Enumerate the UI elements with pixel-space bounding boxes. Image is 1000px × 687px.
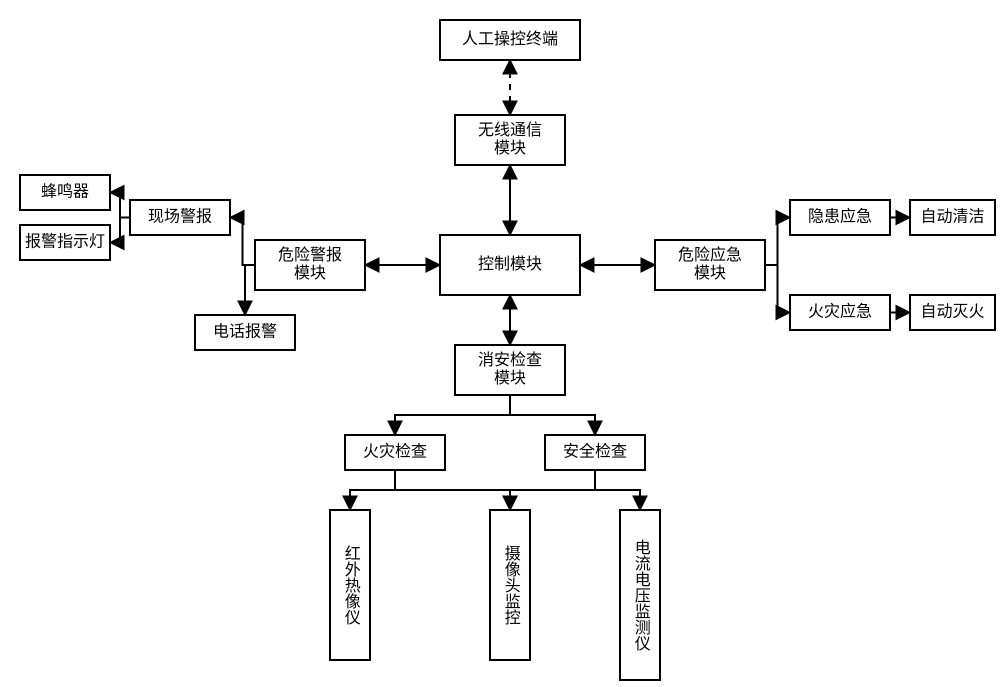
edge-alarm_mod-scene_alarm bbox=[230, 218, 255, 266]
node-alarm_light: 报警指示灯 bbox=[20, 225, 110, 260]
node-auto_ext: 自动灭火 bbox=[910, 295, 995, 330]
edge-emerg_mod-hidden_emerg bbox=[765, 218, 790, 266]
edge-safety_check-safe_check bbox=[510, 395, 595, 435]
node-label: 电流电压监测仪 bbox=[632, 539, 651, 651]
node-label: 模块 bbox=[494, 139, 526, 157]
node-label: 自动清洁 bbox=[920, 208, 984, 226]
node-label: 模块 bbox=[694, 264, 726, 282]
node-label: 模块 bbox=[494, 369, 526, 387]
node-label: 危险警报 bbox=[278, 246, 342, 264]
node-label: 自动灭火 bbox=[920, 303, 984, 321]
node-cv_monitor: 电流电压监测仪 bbox=[620, 510, 660, 680]
edge-safety_check-fire_check bbox=[395, 395, 510, 435]
node-label: 隐患应急 bbox=[808, 207, 872, 226]
node-fire_emerg: 火灾应急 bbox=[790, 295, 890, 330]
node-label: 红外热像仪 bbox=[342, 545, 361, 625]
node-safe_check: 安全检查 bbox=[545, 435, 645, 470]
edge-alarm_mod-phone_alarm bbox=[245, 265, 255, 315]
edge-emerg_mod-fire_emerg bbox=[765, 265, 790, 313]
flowchart-canvas: 人工操控终端无线通信模块控制模块危险警报模块现场警报电话报警蜂鸣器报警指示灯危险… bbox=[0, 0, 1000, 687]
node-label: 无线通信 bbox=[478, 121, 542, 139]
node-control: 控制模块 bbox=[440, 235, 580, 295]
node-label: 安全检查 bbox=[563, 443, 627, 461]
node-auto_clean: 自动清洁 bbox=[910, 200, 995, 235]
edge-scene_alarm-alarm_light bbox=[110, 218, 130, 243]
edge-safe_check-cv_monitor bbox=[595, 470, 640, 510]
node-label: 现场警报 bbox=[148, 208, 212, 226]
node-wireless: 无线通信模块 bbox=[455, 115, 565, 165]
node-label: 报警指示灯 bbox=[25, 233, 105, 251]
edge-fire_check-ir_thermal bbox=[350, 470, 395, 510]
node-label: 蜂鸣器 bbox=[41, 183, 89, 201]
node-safety_check: 消安检查模块 bbox=[455, 345, 565, 395]
node-camera_mon: 摄像头监控 bbox=[490, 510, 530, 660]
node-label: 控制模块 bbox=[478, 255, 542, 273]
node-ir_thermal: 红外热像仪 bbox=[330, 510, 370, 660]
node-label: 危险应急 bbox=[678, 245, 742, 264]
node-scene_alarm: 现场警报 bbox=[130, 200, 230, 235]
node-buzzer: 蜂鸣器 bbox=[20, 175, 110, 210]
node-label: 人工操控终端 bbox=[462, 30, 558, 48]
node-label: 火灾应急 bbox=[808, 302, 872, 321]
node-fire_check: 火灾检查 bbox=[345, 435, 445, 470]
node-alarm_mod: 危险警报模块 bbox=[255, 240, 365, 290]
node-hidden_emerg: 隐患应急 bbox=[790, 200, 890, 235]
node-label: 火灾检查 bbox=[363, 443, 427, 461]
node-label: 电话报警 bbox=[213, 323, 277, 341]
node-label: 摄像头监控 bbox=[502, 545, 521, 626]
node-label: 消安检查 bbox=[478, 351, 542, 369]
edge-scene_alarm-buzzer bbox=[110, 193, 130, 218]
node-phone_alarm: 电话报警 bbox=[195, 315, 295, 350]
edge-fire_check-camera_mon bbox=[395, 470, 510, 510]
node-emerg_mod: 危险应急模块 bbox=[655, 240, 765, 290]
edge-safe_check-camera_mon bbox=[510, 470, 595, 510]
node-terminal: 人工操控终端 bbox=[440, 20, 580, 60]
node-label: 模块 bbox=[294, 264, 326, 282]
